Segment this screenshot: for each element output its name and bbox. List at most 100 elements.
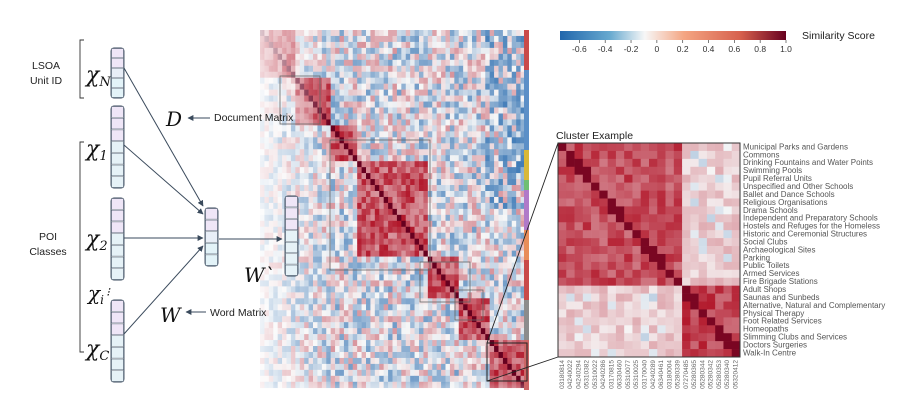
cluster-cell (574, 158, 584, 168)
heatmap-cell (383, 35, 389, 43)
heatmap-cell (423, 179, 429, 186)
cluster-cell (715, 238, 724, 247)
heatmap-cell (348, 250, 354, 257)
heatmap-cell (414, 220, 420, 228)
heatmap-cell (343, 89, 349, 96)
heatmap-cell (366, 196, 371, 204)
heatmap-cell (516, 125, 521, 132)
heatmap-cell (392, 208, 398, 216)
heatmap-cell (343, 185, 349, 192)
heatmap-cell (379, 53, 384, 61)
heatmap-cell (441, 357, 446, 365)
heatmap-cell (511, 95, 517, 102)
cluster-cell (690, 341, 699, 350)
heatmap-cell (352, 41, 358, 49)
cluster-cell (665, 261, 675, 271)
heatmap-cell (366, 71, 371, 78)
cluster-row-label: Hostels and Refuges for the Homeless (743, 222, 880, 231)
heatmap-cell (494, 167, 499, 174)
heatmap-cell (383, 214, 389, 222)
heatmap-cell (383, 125, 389, 132)
vector-cell (205, 231, 218, 243)
heatmap-cell (463, 95, 468, 102)
vector-x-c (110, 299, 125, 383)
cluster-cell (615, 214, 625, 223)
heatmap-cell (467, 334, 473, 341)
heatmap-cell (498, 280, 504, 287)
heatmap-cell (392, 131, 398, 138)
heatmap-cell (516, 220, 521, 228)
heatmap-cell (449, 65, 455, 73)
heatmap-cell (410, 161, 415, 168)
cluster-cell (624, 190, 633, 199)
heatmap-cell (361, 101, 367, 108)
heatmap-cell (401, 185, 407, 192)
cluster-cell (673, 174, 683, 183)
heatmap-cell (348, 220, 354, 228)
heatmap-cell (339, 214, 345, 222)
heatmap-cell (458, 244, 464, 251)
heatmap-cell (392, 375, 398, 383)
heatmap-cell (472, 375, 477, 383)
heatmap-cell (507, 286, 513, 293)
heatmap-cell (436, 322, 442, 329)
heatmap-cell (502, 77, 508, 84)
heatmap-cell (467, 196, 473, 204)
heatmap-cell (476, 286, 482, 293)
heatmap-cell (520, 173, 525, 180)
heatmap-cell (396, 185, 402, 192)
cluster-cell (599, 301, 608, 310)
heatmap-cell (498, 334, 504, 341)
heatmap-cell (463, 167, 468, 174)
heatmap-cell (414, 375, 420, 383)
heatmap-cell (502, 351, 508, 359)
cluster-cell (607, 269, 617, 279)
heatmap-cell (449, 143, 455, 150)
heatmap-cell (480, 173, 486, 180)
heatmap-cell (388, 101, 393, 108)
heatmap-cell (516, 173, 521, 180)
heatmap-cell (441, 113, 446, 120)
heatmap-cell (405, 35, 411, 43)
heatmap-cell (454, 340, 460, 347)
heatmap-cell (343, 256, 349, 263)
heatmap-cell (357, 196, 362, 204)
heatmap-cell (405, 232, 411, 239)
heatmap-cell (454, 334, 460, 341)
heatmap-cell (502, 202, 508, 210)
heatmap-cell (414, 262, 420, 269)
vector-cell (111, 129, 124, 141)
vector-cell (111, 68, 124, 78)
heatmap-cell (520, 351, 525, 359)
heatmap-cell (502, 262, 508, 269)
cluster-cell (731, 238, 741, 247)
heatmap-cell (516, 119, 521, 126)
heatmap-cell (489, 35, 495, 43)
heatmap-cell (472, 214, 477, 222)
heatmap-cell (361, 292, 367, 299)
heatmap-cell (339, 185, 345, 192)
cluster-cell (673, 285, 683, 294)
heatmap-cell (343, 131, 349, 138)
heatmap-cell (436, 357, 442, 365)
heatmap-cell (366, 214, 371, 222)
cluster-cell (615, 158, 625, 168)
cluster-cell (665, 246, 675, 255)
heatmap-cell (485, 185, 490, 192)
heatmap-cell (335, 232, 340, 239)
heatmap-cell (436, 328, 442, 335)
heatmap-cell (357, 161, 362, 168)
cluster-cell (649, 325, 658, 334)
heatmap-cell (511, 119, 517, 126)
heatmap-cell (352, 107, 358, 114)
heatmap-cell (374, 322, 380, 329)
heatmap-cell (348, 125, 354, 132)
heatmap-cell (370, 53, 376, 61)
heatmap-cell (330, 238, 336, 245)
heatmap-cell (361, 250, 367, 257)
cluster-cell (632, 206, 642, 215)
heatmap-cell (498, 155, 504, 162)
heatmap-cell (472, 83, 477, 90)
heatmap-cell (511, 280, 517, 287)
cluster-cell (640, 261, 650, 271)
